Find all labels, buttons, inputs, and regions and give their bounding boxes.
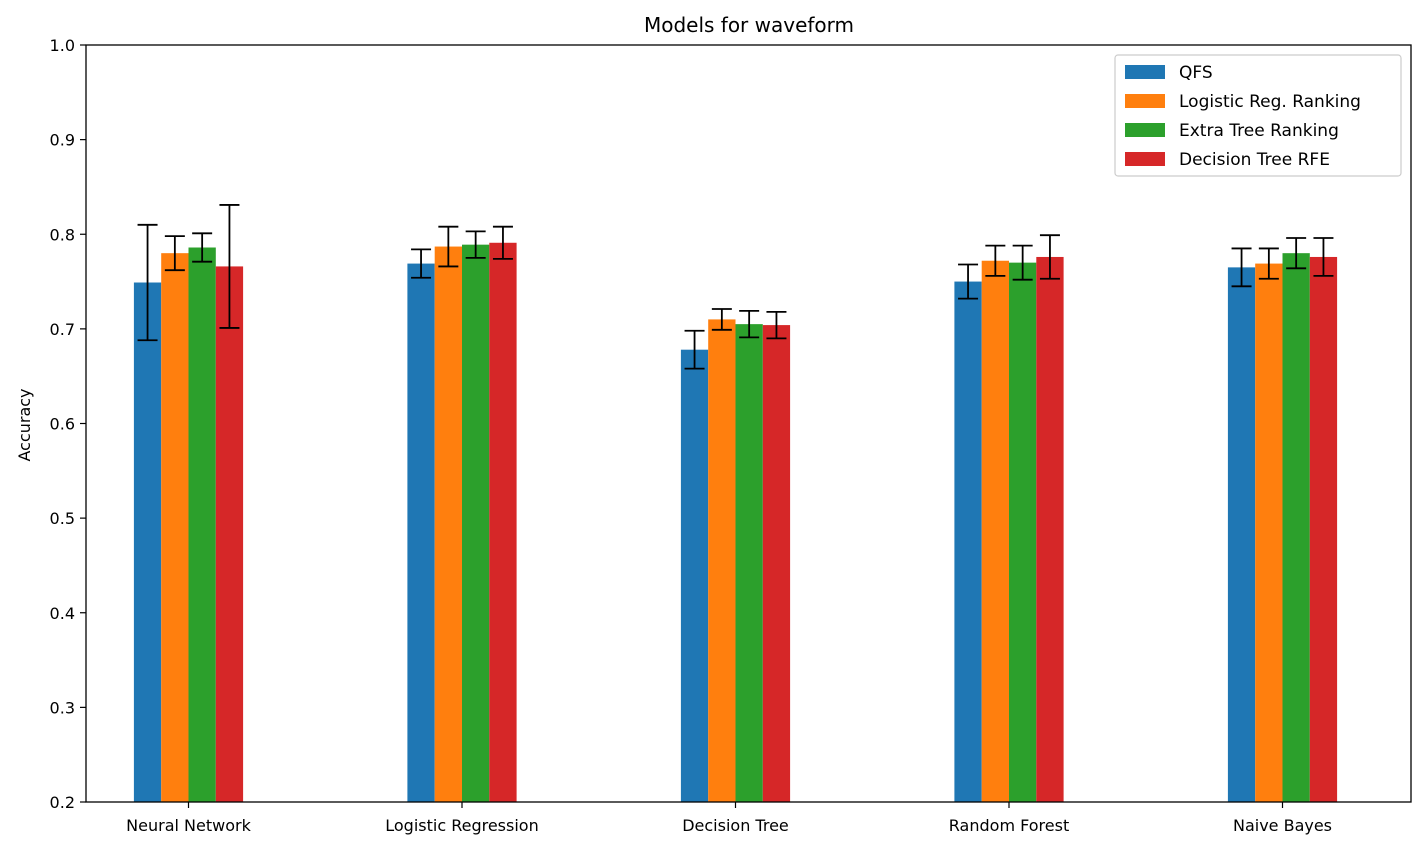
bars-group (133, 242, 1338, 803)
bar (1036, 256, 1064, 803)
error-bar (684, 329, 705, 370)
x-axis-ticks: Neural Network Logistic Regression Decisio… (126, 802, 1332, 835)
bar (1009, 262, 1037, 802)
x-tick-label: Logistic Regression (385, 816, 538, 835)
y-axis-label: Accuracy (15, 388, 34, 461)
error-bar (465, 230, 486, 259)
legend-item: Logistic Reg. Ranking (1125, 92, 1361, 112)
chart-title: Models for waveform (644, 13, 854, 37)
bar (161, 253, 189, 803)
legend-item: QFS (1125, 63, 1213, 83)
bar (215, 266, 244, 802)
y-tick-label: 0.6 (50, 415, 75, 434)
legend-label: Decision Tree RFE (1179, 150, 1330, 170)
bar (188, 247, 216, 802)
bar (133, 282, 162, 802)
y-tick-label: 0.5 (50, 509, 75, 528)
bar (1282, 253, 1310, 803)
legend-swatch (1125, 94, 1165, 108)
error-bars-group (137, 204, 1334, 370)
x-tick-label: Random Forest (949, 816, 1069, 835)
bar (1309, 256, 1338, 803)
y-tick-label: 0.3 (50, 698, 75, 717)
error-bar (985, 244, 1006, 277)
legend: QFS Logistic Reg. Ranking Extra Tree Ranki… (1114, 54, 1402, 177)
error-bar (1039, 234, 1060, 280)
y-tick-label: 0.4 (50, 604, 75, 623)
bar (489, 242, 517, 802)
x-tick-label: Decision Tree (682, 816, 789, 835)
error-bar (1258, 247, 1279, 280)
legend-frame (1114, 54, 1402, 177)
error-bar (1012, 244, 1033, 281)
bar (954, 281, 982, 802)
error-bar (219, 204, 240, 329)
legend-item: Decision Tree RFE (1125, 150, 1330, 170)
error-bar (739, 309, 760, 339)
error-bar (492, 225, 513, 260)
error-bar (958, 263, 979, 300)
error-bar (137, 223, 158, 342)
error-bar (192, 232, 213, 263)
error-bar (1313, 237, 1334, 277)
y-axis-ticks: 0.2 0.3 0.4 0.5 0.6 0.7 0.8 0.9 1.0 (50, 36, 86, 812)
legend-label: QFS (1179, 63, 1213, 83)
legend-swatch (1125, 152, 1165, 166)
y-tick-label: 0.7 (50, 320, 75, 339)
legend-label: Extra Tree Ranking (1179, 121, 1339, 141)
bar (981, 260, 1009, 802)
bar (462, 244, 490, 802)
y-tick-label: 0.2 (50, 793, 75, 812)
bar (762, 325, 791, 802)
bar (708, 319, 736, 802)
legend-label: Logistic Reg. Ranking (1179, 92, 1361, 112)
error-bar (1231, 247, 1252, 288)
y-tick-label: 0.9 (50, 131, 75, 150)
y-tick-label: 0.8 (50, 225, 75, 244)
error-bar (1286, 237, 1307, 270)
bar (434, 246, 462, 803)
bar (1255, 263, 1283, 803)
x-tick-label: Naive Bayes (1233, 816, 1332, 835)
x-tick-label: Neural Network (126, 816, 251, 835)
bar (1227, 267, 1256, 802)
error-bar (438, 225, 459, 268)
bar (407, 263, 435, 803)
error-bar (164, 235, 185, 272)
error-bar (411, 248, 432, 279)
bar (735, 324, 763, 802)
error-bar (766, 310, 787, 340)
y-tick-label: 1.0 (50, 36, 75, 55)
legend-swatch (1125, 123, 1165, 137)
bar (680, 349, 709, 802)
legend-item: Extra Tree Ranking (1125, 121, 1339, 141)
legend-swatch (1125, 65, 1165, 79)
error-bar (711, 308, 732, 331)
